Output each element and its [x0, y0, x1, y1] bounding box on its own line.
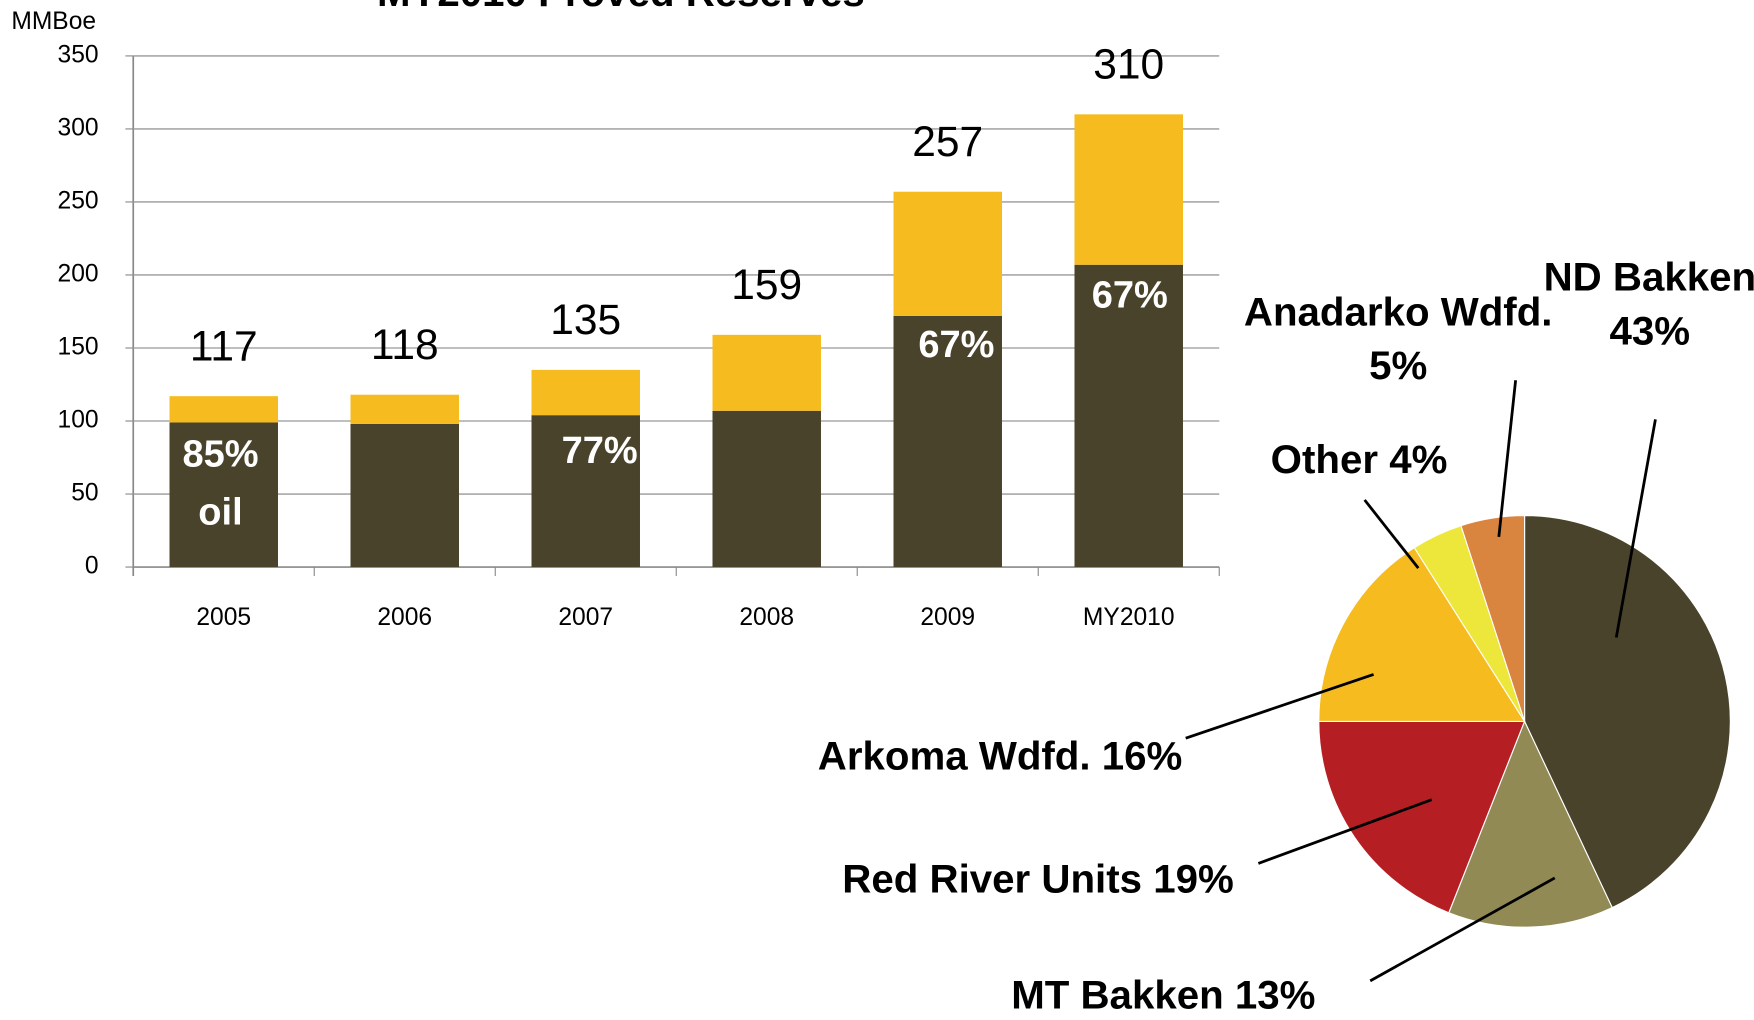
pie-slice — [1318, 546, 1526, 722]
pie-category: MT Bakken — [1011, 972, 1223, 1017]
bar-segment — [531, 415, 640, 568]
pie-value: 43% — [1610, 308, 1691, 353]
y-tick-label: 0 — [85, 553, 99, 580]
pie-value: 19% — [1153, 856, 1234, 901]
total-label: 257 — [912, 119, 983, 166]
pie-category: Arkoma Wdfd. — [818, 733, 1091, 778]
x-tick-label: 2006 — [377, 604, 432, 631]
leader-line — [1257, 798, 1433, 865]
pie-slice — [1460, 515, 1526, 722]
bar-segment — [712, 334, 821, 411]
total-label: 117 — [190, 323, 258, 370]
bar-segment — [531, 369, 640, 416]
y-tick-label: 300 — [58, 114, 99, 141]
x-tick-label: MY2010 — [1083, 604, 1175, 631]
bar-segment — [712, 410, 821, 568]
leader-line — [1497, 380, 1518, 537]
pie-label: Red River Units 19% — [842, 856, 1233, 901]
pie-category: Anadarko Wdfd. — [1244, 289, 1553, 334]
bar-segment — [1074, 114, 1183, 265]
pie-slice — [1318, 720, 1526, 914]
pie-value: 5% — [1369, 343, 1427, 388]
y-tick-label: 250 — [58, 187, 99, 214]
pie-label: Other 4% — [1271, 437, 1448, 482]
x-tick-label: 2008 — [739, 604, 794, 631]
pie-category: Other — [1271, 437, 1379, 482]
y-tick-label: 200 — [58, 260, 99, 287]
bar-annotation: 85% — [182, 433, 258, 475]
y-tick-label: 150 — [58, 333, 99, 360]
pie-value: 16% — [1102, 733, 1183, 778]
pie-label: MT Bakken 13% — [1011, 972, 1315, 1017]
pie-value: 4% — [1389, 437, 1447, 482]
y-tick-label: 50 — [71, 480, 98, 507]
pie-category: Red River Units — [842, 856, 1142, 901]
bar-segment — [350, 394, 459, 424]
leader-line — [1363, 499, 1420, 570]
bar-segment — [893, 191, 1002, 316]
x-tick-label: 2005 — [196, 604, 251, 631]
leader-line — [1614, 419, 1657, 638]
bar-annotation: 67% — [918, 324, 994, 366]
y-axis-label: MMBoe — [11, 8, 96, 35]
pie-label: ND Bakken 43% — [1544, 254, 1754, 353]
x-tick-label: 2009 — [920, 604, 975, 631]
total-label: 118 — [371, 322, 439, 369]
chart-title: MY2010 Proved Reserves — [377, 0, 865, 15]
pie-value: 13% — [1235, 972, 1316, 1017]
bar-annotation: 67% — [1092, 275, 1168, 317]
bar-segment — [350, 423, 459, 568]
y-tick-label: 350 — [58, 41, 99, 68]
leader-line — [1185, 673, 1375, 740]
x-tick-label: 2007 — [558, 604, 613, 631]
bar-segment — [893, 315, 1002, 568]
pie-label: Anadarko Wdfd. 5% — [1244, 289, 1553, 388]
pie-slice — [1448, 719, 1613, 928]
pie-slice — [1524, 515, 1731, 909]
total-label: 310 — [1093, 42, 1164, 89]
total-label: 159 — [731, 262, 802, 309]
bar-segment — [169, 422, 278, 568]
total-label: 135 — [550, 297, 621, 344]
bar-annotation: oil — [198, 492, 242, 534]
pie-category: ND Bakken — [1544, 254, 1754, 299]
bar-segment — [1074, 264, 1183, 568]
y-tick-label: 100 — [58, 407, 99, 434]
pie-label: Arkoma Wdfd. 16% — [818, 733, 1183, 778]
bar-segment — [169, 396, 278, 423]
bar-annotation: 77% — [562, 430, 638, 472]
leader-line — [1369, 876, 1556, 983]
